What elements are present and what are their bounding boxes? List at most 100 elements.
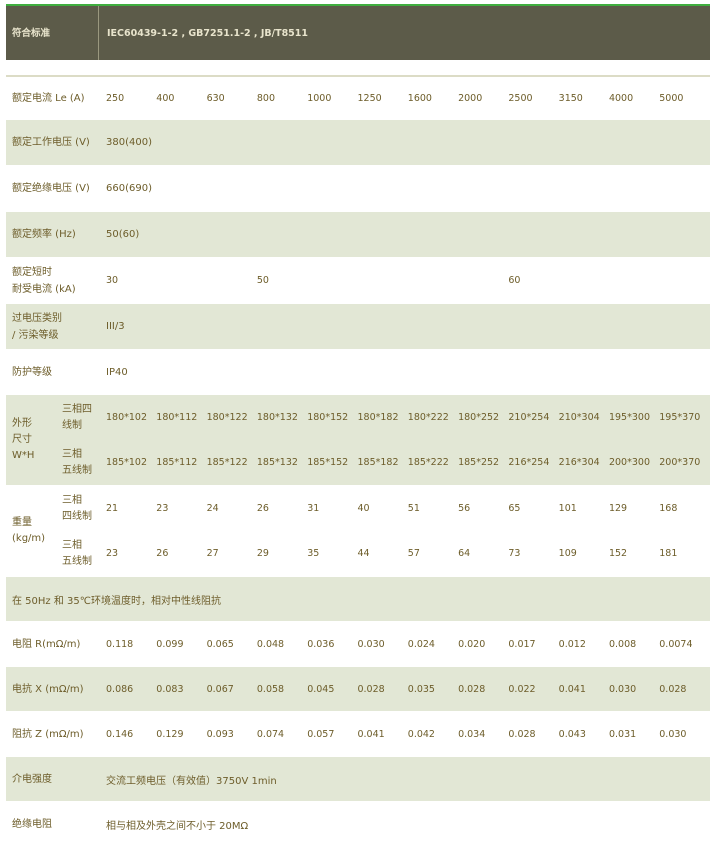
impedance-cell: 0.028 bbox=[508, 728, 536, 740]
weight-cell: 101 bbox=[558, 503, 577, 514]
weight-cell: 23 bbox=[156, 503, 169, 514]
reactance-cell: 0.035 bbox=[407, 683, 435, 695]
reactance-cell: 0.058 bbox=[256, 683, 285, 695]
weight-cell: 35 bbox=[307, 548, 320, 559]
rated_current-cell: 630 bbox=[206, 92, 225, 104]
protection-label: 防护等级 bbox=[12, 366, 52, 378]
dielectric-row: 介电强度 交流工频电压（有效值）3750V 1min bbox=[6, 757, 710, 801]
weight-cell: 57 bbox=[407, 548, 420, 559]
weight-cell: 26 bbox=[256, 503, 269, 514]
impedance-note: 在 50Hz 和 35℃环境温度时，相对中性线阻抗 bbox=[12, 595, 221, 607]
dimensions-cell: 180*132 bbox=[256, 412, 298, 423]
resistance-cell: 0.065 bbox=[206, 638, 234, 650]
weight-cell: 109 bbox=[558, 548, 577, 559]
resistance-cell: 0.008 bbox=[608, 638, 637, 650]
dimensions-subrows: 三相四 线制 180*102 180*112 180*122 180*132 180*15… bbox=[62, 395, 710, 485]
weight-cell: 26 bbox=[156, 548, 169, 559]
reactance-row: 电抗 X (mΩ/m) 0.086 0.083 0.067 0.058 0.045 0.02… bbox=[6, 667, 710, 711]
impedance-cell: 0.057 bbox=[307, 728, 335, 740]
resistance-cell: 0.118 bbox=[106, 638, 134, 650]
weight-label: 重量 (kg/m) bbox=[12, 517, 46, 544]
resistance-cell: 0.036 bbox=[307, 638, 335, 650]
reactance-cell: 0.086 bbox=[106, 683, 134, 695]
rated_voltage-value: 380(400) bbox=[106, 137, 152, 148]
reactance-cell: 0.028 bbox=[458, 683, 486, 695]
resistance-cell: 0.012 bbox=[558, 638, 586, 650]
weight-cell: 64 bbox=[458, 548, 471, 559]
impedance-row: 阻抗 Z (mΩ/m) 0.146 0.129 0.093 0.074 0.057 0.04… bbox=[6, 712, 710, 756]
dimensions-cell: 185*152 bbox=[307, 457, 349, 468]
reactance-cell: 0.028 bbox=[659, 683, 687, 695]
weight-cell: 56 bbox=[458, 503, 471, 514]
weight-subrows: 三相 四线制 21 23 24 26 31 40 51 56 65 101 129 168 三相 五线制 2… bbox=[62, 486, 710, 576]
short_time-cell: 30 bbox=[106, 275, 119, 286]
impedance-cell: 0.030 bbox=[659, 728, 687, 740]
weight-sublabel: 三相 四线制 bbox=[62, 494, 92, 522]
impedance-cell: 0.041 bbox=[357, 728, 385, 740]
dimensions-cell: 180*182 bbox=[357, 412, 399, 423]
dimensions-subrow: 三相四 线制 180*102 180*112 180*122 180*132 180*15… bbox=[62, 395, 710, 440]
dielectric-value: 交流工频电压（有效值）3750V 1min bbox=[106, 775, 277, 787]
resistance-cell: 0.048 bbox=[256, 638, 285, 650]
reactance-cell: 0.045 bbox=[307, 683, 335, 695]
rated_current-cell: 4000 bbox=[608, 92, 634, 104]
weight-cell: 73 bbox=[508, 548, 521, 559]
protection-value: IP40 bbox=[106, 366, 128, 378]
weight-cell: 23 bbox=[106, 548, 119, 559]
dimensions-subrow: 三相 五线制 185*102 185*112 185*122 185*132 185*15… bbox=[62, 440, 710, 485]
weight-cell: 168 bbox=[659, 503, 678, 514]
dimensions-cell: 185*182 bbox=[357, 457, 399, 468]
impedance-cell: 0.074 bbox=[256, 728, 285, 740]
dimensions-cell: 180*102 bbox=[106, 412, 148, 423]
dimensions-cell: 200*300 bbox=[608, 457, 650, 468]
dimensions-cell: 180*252 bbox=[458, 412, 500, 423]
dimensions-row: 外形 尺寸 W*H 三相四 线制 180*102 180*112 180*122 180*… bbox=[6, 395, 710, 485]
spec-table: 符合标准 IEC60439-1-2 , GB7251.1-2 , JB/T851… bbox=[6, 4, 710, 847]
insulation_voltage-label: 额定绝缘电压 (V) bbox=[12, 183, 90, 194]
impedance-cell: 0.034 bbox=[458, 728, 486, 740]
dimensions-cell: 185*112 bbox=[156, 457, 198, 468]
dimensions-sublabel: 三相四 线制 bbox=[62, 403, 92, 431]
rated_current-row: 额定电流 Le (A) 250 400 630 800 1000 1250 1600 2000 2… bbox=[6, 77, 710, 119]
reactance-cell: 0.030 bbox=[608, 683, 637, 695]
short_time-cell: 50 bbox=[256, 275, 269, 286]
resistance-label: 电阻 R(mΩ/m) bbox=[12, 638, 81, 650]
weight-subrow: 三相 四线制 21 23 24 26 31 40 51 56 65 101 129 168 bbox=[62, 486, 710, 531]
overvoltage-label: 过电压类别 / 污染等级 bbox=[12, 312, 62, 341]
dimensions-sublabel: 三相 五线制 bbox=[62, 448, 92, 476]
overvoltage-row: 过电压类别 / 污染等级 III/3 bbox=[6, 304, 710, 349]
rated_current-cell: 1600 bbox=[407, 92, 432, 104]
rated_current-cell: 2000 bbox=[458, 92, 483, 104]
impedance-note-row: 在 50Hz 和 35℃环境温度时，相对中性线阻抗 bbox=[6, 577, 710, 621]
short_time-cell: 60 bbox=[508, 275, 521, 286]
weight-row: 重量 (kg/m) 三相 四线制 21 23 24 26 31 40 51 56 65 101 129 1… bbox=[6, 486, 710, 576]
insulation_resistance-value: 相与相及外壳之间不小于 20MΩ bbox=[106, 820, 249, 832]
rated_current-cell: 2500 bbox=[508, 92, 533, 104]
weight-cell: 24 bbox=[206, 503, 219, 514]
dimensions-cell: 210*254 bbox=[508, 412, 550, 423]
divider bbox=[6, 75, 710, 77]
reactance-cell: 0.041 bbox=[558, 683, 586, 695]
dielectric-label: 介电强度 bbox=[12, 773, 52, 785]
frequency-label: 额定频率 (Hz) bbox=[12, 229, 76, 240]
rated_current-label: 额定电流 Le (A) bbox=[12, 92, 85, 104]
reactance-label: 电抗 X (mΩ/m) bbox=[12, 683, 84, 695]
insulation_resistance-label: 绝缘电阻 bbox=[12, 818, 52, 830]
weight-cell: 152 bbox=[608, 548, 628, 559]
rated_voltage-row: 额定工作电压 (V) 380(400) bbox=[6, 120, 710, 165]
standards-value: IEC60439-1-2 , GB7251.1-2 , JB/T8511 bbox=[107, 27, 309, 39]
rated_current-cell: 1250 bbox=[357, 92, 382, 104]
insulation_resistance-row: 绝缘电阻 相与相及外壳之间不小于 20MΩ bbox=[6, 802, 710, 846]
impedance-cell: 0.042 bbox=[407, 728, 435, 740]
weight-cell: 44 bbox=[357, 548, 370, 559]
dimensions-cell: 180*222 bbox=[407, 412, 449, 423]
weight-cell: 40 bbox=[357, 503, 370, 514]
frequency-row: 额定频率 (Hz) 50(60) bbox=[6, 212, 710, 257]
impedance-cell: 0.093 bbox=[206, 728, 234, 740]
resistance-cell: 0.017 bbox=[508, 638, 536, 650]
impedance-cell: 0.146 bbox=[106, 728, 134, 740]
rated_voltage-label: 额定工作电压 (V) bbox=[12, 137, 90, 148]
dimensions-cell: 185*122 bbox=[206, 457, 248, 468]
reactance-cell: 0.067 bbox=[206, 683, 234, 695]
reactance-cell: 0.022 bbox=[508, 683, 536, 695]
